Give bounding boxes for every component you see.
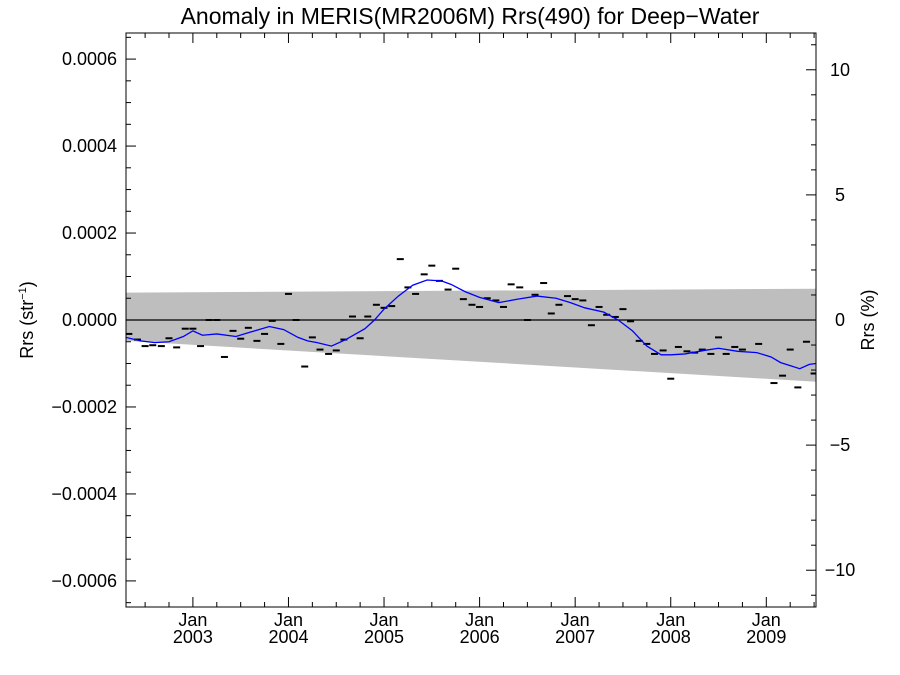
x-tick-label-year: 2004 <box>268 627 308 647</box>
axes: 0.0006 0.0004 0.0002 0.0000 −0.0002 −0.0004 −0… <box>51 33 855 647</box>
smoothed-series-layer <box>126 279 816 370</box>
y-axis-label-main: Rrs (str <box>17 300 37 359</box>
y-tick-label: −0.0006 <box>51 571 117 591</box>
y-tick-label: 0.0000 <box>62 310 117 330</box>
right-y-tick-label: −10 <box>825 560 856 580</box>
x-tick-label-year: 2003 <box>173 627 213 647</box>
right-y-tick-label: 5 <box>835 185 845 205</box>
right-y-tick-label: 0 <box>835 310 845 330</box>
x-tick-label-month: Jan <box>465 610 494 630</box>
x-tick-label-month: Jan <box>752 610 781 630</box>
right-y-axis-label: Rrs (%) <box>858 290 878 351</box>
x-tick-label-month: Jan <box>656 610 685 630</box>
x-tick-label-year: 2007 <box>555 627 595 647</box>
y-axis-label-superscript: −1 <box>17 287 29 300</box>
x-tick-label-year: 2009 <box>746 627 786 647</box>
x-tick-label-month: Jan <box>274 610 303 630</box>
x-tick-label-year: 2008 <box>651 627 691 647</box>
right-y-tick-label: 10 <box>830 60 850 80</box>
y-tick-label: −0.0002 <box>51 397 117 417</box>
chart-title: Anomaly in MERIS(MR2006M) Rrs(490) for D… <box>181 3 760 29</box>
x-tick-label-month: Jan <box>178 610 207 630</box>
x-tick-label-month: Jan <box>561 610 590 630</box>
plot-area <box>125 32 817 608</box>
y-tick-label: 0.0004 <box>62 136 117 156</box>
x-tick-label-month: Jan <box>370 610 399 630</box>
y-tick-label: 0.0002 <box>62 223 117 243</box>
smoothed-series-line <box>126 279 816 370</box>
y-tick-label: 0.0006 <box>62 49 117 69</box>
x-tick-label-year: 2006 <box>460 627 500 647</box>
y-axis-label-close: ) <box>17 281 37 287</box>
x-tick-label-year: 2005 <box>364 627 404 647</box>
monthly-anomaly-markers <box>126 258 816 389</box>
uncertainty-band-layer <box>126 288 816 382</box>
y-tick-label: −0.0004 <box>51 484 117 504</box>
uncertainty-band <box>126 288 816 382</box>
right-y-tick-label: −5 <box>830 435 851 455</box>
y-axis-label: Rrs (str−1) <box>17 281 37 359</box>
